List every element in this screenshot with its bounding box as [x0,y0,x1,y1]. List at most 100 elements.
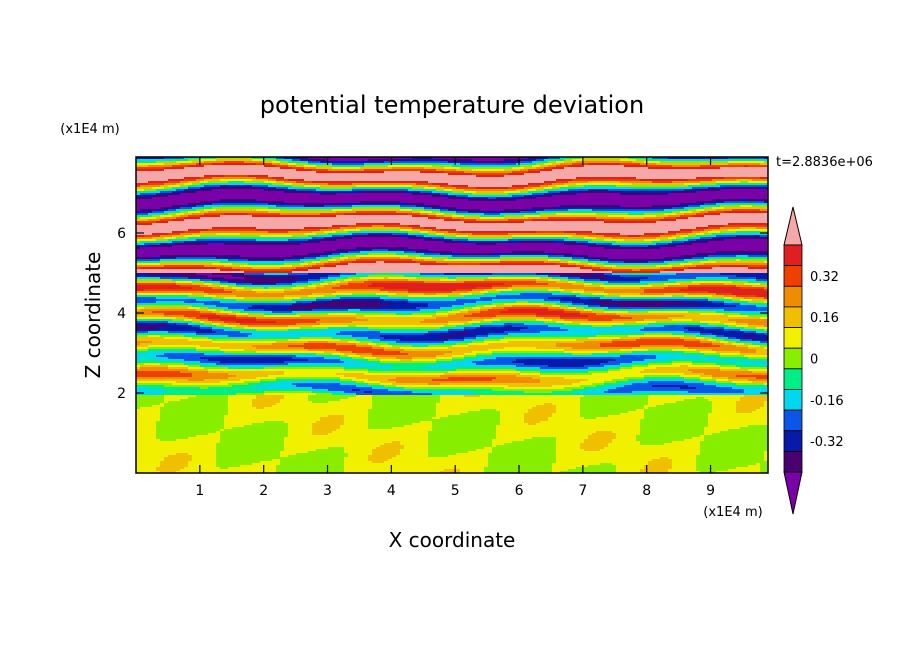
field-cell [180,469,277,472]
field-cell [720,167,768,170]
field-cell [436,187,445,190]
field-cell [448,197,465,200]
field-cell [720,367,741,370]
field-cell [136,213,149,216]
field-cell [304,167,317,170]
field-cell [564,239,581,242]
field-cell [168,213,177,216]
field-cell [728,187,761,190]
field-cell [688,279,741,282]
field-cell [724,339,733,342]
field-cell [208,317,237,320]
field-cell [204,175,225,178]
field-cell [684,345,721,348]
field-cell [588,337,621,340]
field-cell [548,323,565,326]
field-cell [176,381,221,384]
field-cell [348,397,373,400]
field-cell [208,369,345,372]
field-cell [392,303,429,306]
field-cell [764,401,768,404]
field-cell [196,309,209,312]
field-cell [476,335,489,338]
field-cell [188,379,205,382]
field-cell [336,215,413,218]
field-cell [136,393,161,396]
field-cell [752,381,768,384]
field-cell [268,179,277,182]
field-cell [736,409,757,412]
field-cell [364,169,437,172]
field-cell [580,447,605,450]
field-cell [256,407,265,410]
field-cell [732,299,741,302]
field-cell [664,245,677,248]
field-cell [612,267,661,270]
field-cell [596,431,613,434]
field-cell [696,235,709,238]
field-cell [212,227,257,230]
field-cell [356,255,409,258]
field-cell [700,379,717,382]
field-cell [200,319,209,322]
field-cell [548,275,561,278]
field-cell [540,195,553,198]
field-cell [692,231,701,234]
field-cell [224,415,329,418]
x-unit-label: (x1E4 m) [703,505,762,520]
field-cell [548,301,561,304]
field-cell [280,161,289,164]
field-cell [372,355,437,358]
field-cell [376,273,393,276]
field-cell [560,191,581,194]
field-cell [692,237,701,240]
field-cell [156,359,185,362]
field-cell [164,187,173,190]
field-cell [396,381,541,384]
field-cell [580,405,645,408]
field-cell [268,231,289,234]
field-cell [480,325,505,328]
field-cell [544,303,557,306]
field-cell [352,357,365,360]
field-cell [156,327,201,330]
field-cell [688,385,717,388]
field-cell [292,283,305,286]
field-cell [152,223,357,226]
field-cell [220,439,285,442]
field-cell [456,299,493,302]
field-cell [424,319,473,322]
field-cell [276,187,289,190]
field-cell [352,209,401,212]
field-cell [548,417,585,420]
field-cell [456,207,533,210]
field-cell [328,261,341,264]
field-cell [428,345,453,348]
field-cell [256,317,357,320]
field-cell [672,241,685,244]
field-cell [136,159,173,162]
field-cell [340,331,381,334]
field-cell [136,423,157,426]
field-cell [316,165,333,168]
field-cell [324,251,337,254]
field-cell [620,363,633,366]
field-cell [668,215,681,218]
field-cell [596,335,629,338]
field-cell [452,305,465,308]
field-cell [156,221,169,224]
field-cell [200,311,213,314]
field-cell [428,193,441,196]
field-cell [280,167,293,170]
field-cell [428,435,497,438]
field-cell [676,205,689,208]
field-cell [716,209,733,212]
field-cell [672,465,697,468]
field-cell [164,163,181,166]
field-cell [136,307,145,310]
field-cell [216,451,281,454]
field-cell [164,353,205,356]
field-cell [632,347,689,350]
field-cell [160,393,237,396]
